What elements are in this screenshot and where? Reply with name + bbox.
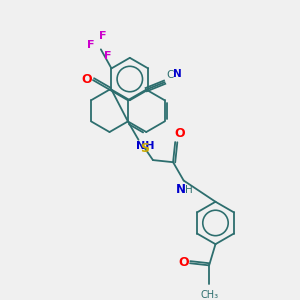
Text: O: O bbox=[81, 73, 92, 85]
Text: O: O bbox=[178, 256, 189, 269]
Text: H: H bbox=[184, 185, 192, 195]
Text: N: N bbox=[173, 69, 182, 79]
Text: F: F bbox=[99, 31, 106, 41]
Text: F: F bbox=[104, 51, 111, 61]
Text: F: F bbox=[88, 40, 95, 50]
Text: O: O bbox=[175, 127, 185, 140]
Text: CH₃: CH₃ bbox=[200, 290, 218, 300]
Text: N: N bbox=[176, 183, 186, 196]
Text: C: C bbox=[167, 70, 174, 80]
Text: S: S bbox=[140, 142, 149, 155]
Text: NH: NH bbox=[136, 141, 154, 151]
